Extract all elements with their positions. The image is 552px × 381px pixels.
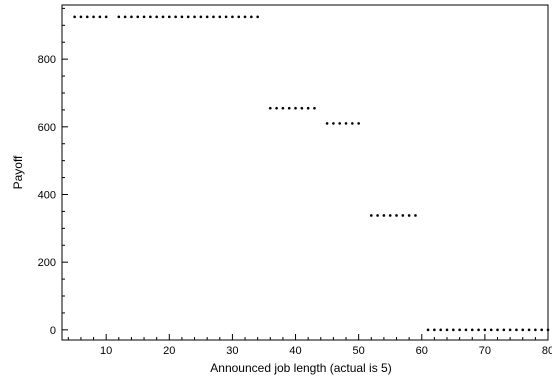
x-axis-label: Announced job length (actual is 5) bbox=[210, 361, 391, 375]
data-point bbox=[433, 328, 436, 332]
data-point bbox=[502, 328, 506, 332]
data-point bbox=[496, 328, 499, 332]
data-point bbox=[161, 15, 165, 19]
data-point bbox=[218, 15, 222, 19]
data-point bbox=[256, 15, 259, 19]
data-point bbox=[237, 15, 241, 19]
data-point bbox=[73, 15, 76, 19]
data-point bbox=[287, 106, 291, 110]
data-point bbox=[250, 15, 253, 19]
data-point bbox=[332, 122, 335, 125]
data-point bbox=[508, 328, 512, 332]
data-point bbox=[205, 15, 209, 19]
data-point bbox=[464, 328, 468, 332]
data-point bbox=[426, 328, 430, 332]
data-point bbox=[477, 328, 480, 332]
data-point bbox=[85, 15, 89, 19]
data-point bbox=[212, 15, 215, 19]
data-point bbox=[338, 122, 342, 125]
data-point bbox=[104, 15, 108, 19]
data-point bbox=[534, 328, 537, 332]
data-point bbox=[117, 15, 121, 19]
x-tick-label: 60 bbox=[416, 345, 428, 357]
data-point bbox=[142, 15, 146, 19]
data-point bbox=[180, 15, 184, 19]
data-points bbox=[73, 15, 550, 332]
x-tick-label: 50 bbox=[353, 345, 365, 357]
data-point bbox=[281, 106, 285, 110]
x-tick-label: 40 bbox=[289, 345, 301, 357]
data-point bbox=[452, 328, 455, 332]
data-point bbox=[224, 15, 228, 19]
data-point bbox=[136, 15, 140, 19]
data-point bbox=[79, 15, 83, 19]
minor-ticks bbox=[62, 7, 536, 340]
data-point bbox=[540, 328, 543, 332]
data-point bbox=[351, 122, 354, 125]
data-point bbox=[92, 15, 95, 19]
data-point bbox=[369, 214, 373, 217]
data-point bbox=[149, 15, 152, 19]
data-point bbox=[243, 15, 247, 19]
y-tick-label: 400 bbox=[38, 189, 56, 201]
data-point bbox=[186, 15, 190, 19]
data-point bbox=[275, 106, 278, 110]
data-point bbox=[439, 328, 443, 332]
x-tick-label: 30 bbox=[226, 345, 238, 357]
data-point bbox=[382, 214, 386, 217]
data-point bbox=[445, 328, 449, 332]
data-point bbox=[313, 106, 316, 110]
data-point bbox=[470, 328, 474, 332]
data-point bbox=[458, 328, 461, 332]
plot-frame bbox=[61, 4, 549, 341]
x-tick-label: 10 bbox=[100, 345, 112, 357]
y-tick-label: 600 bbox=[38, 122, 56, 134]
data-point bbox=[306, 106, 310, 110]
data-point bbox=[395, 214, 398, 217]
data-point bbox=[489, 328, 493, 332]
y-axis-label: Payoff bbox=[11, 155, 25, 189]
data-point bbox=[344, 122, 348, 125]
data-point bbox=[357, 122, 360, 125]
data-point bbox=[130, 15, 133, 19]
data-point bbox=[98, 15, 102, 19]
data-point bbox=[407, 214, 411, 217]
data-point bbox=[123, 15, 127, 19]
data-point bbox=[401, 214, 405, 217]
x-tick-label: 80 bbox=[542, 345, 552, 357]
x-tick-label: 70 bbox=[479, 345, 491, 357]
data-point bbox=[268, 106, 272, 110]
data-point bbox=[193, 15, 196, 19]
x-tick-label: 20 bbox=[163, 345, 175, 357]
data-point bbox=[167, 15, 171, 19]
data-point bbox=[521, 328, 525, 332]
data-point bbox=[199, 15, 203, 19]
major-ticks bbox=[62, 58, 549, 340]
data-point bbox=[388, 214, 392, 217]
y-tick-label: 0 bbox=[50, 325, 56, 337]
data-point bbox=[155, 15, 158, 19]
data-point bbox=[376, 214, 379, 217]
data-point bbox=[294, 106, 297, 110]
data-point bbox=[325, 122, 329, 125]
data-point bbox=[300, 106, 304, 110]
y-tick-label: 800 bbox=[38, 54, 56, 66]
data-point bbox=[231, 15, 234, 19]
data-point bbox=[483, 328, 487, 332]
y-tick-label: 200 bbox=[38, 257, 56, 269]
data-point bbox=[174, 15, 177, 19]
data-point bbox=[414, 214, 417, 217]
data-point bbox=[527, 328, 531, 332]
data-point bbox=[515, 328, 518, 332]
